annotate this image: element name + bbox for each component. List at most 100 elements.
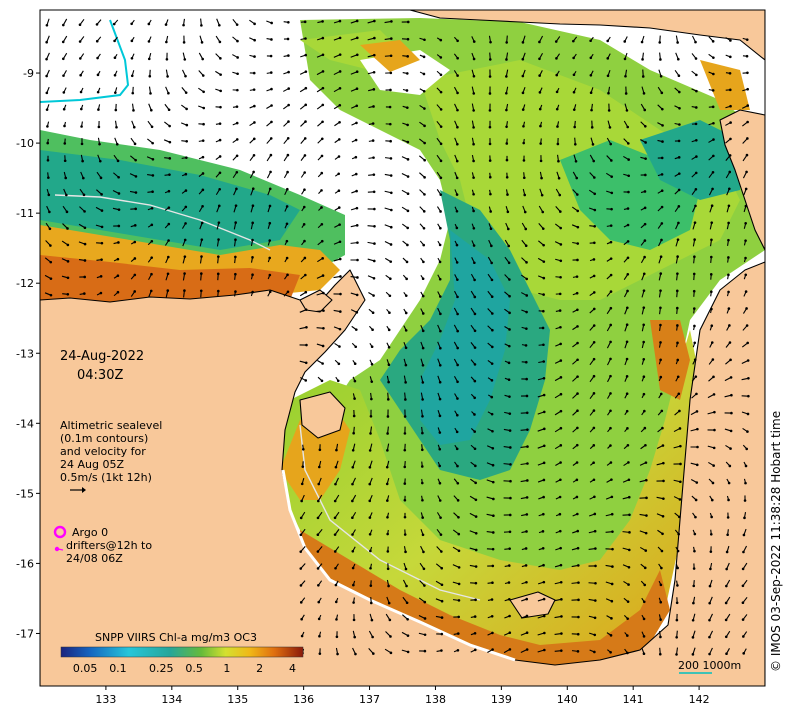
velocity-arrowhead — [609, 257, 613, 260]
velocity-arrowhead — [490, 345, 494, 349]
velocity-arrowhead — [338, 70, 342, 73]
velocity-arrowhead — [695, 392, 698, 396]
velocity-arrowhead — [712, 393, 716, 396]
velocity-arrowhead — [200, 41, 204, 44]
velocity-arrowhead — [609, 374, 612, 378]
velocity-arrowhead — [201, 188, 205, 192]
velocity-arrowhead — [626, 256, 630, 260]
velocity-arrowhead — [45, 23, 49, 27]
velocity-arrowhead — [369, 566, 372, 570]
velocity-arrowhead — [421, 277, 425, 281]
velocity-arrowhead — [406, 634, 410, 637]
velocity-arrowhead — [150, 223, 154, 227]
velocity-arrowhead — [116, 290, 120, 294]
velocity-arrowhead — [661, 444, 665, 447]
velocity-arrowhead — [372, 105, 375, 108]
velocity-arrowhead — [337, 362, 341, 366]
velocity-arrowhead — [236, 88, 239, 92]
velocity-arrowhead — [660, 173, 664, 176]
velocity-arrowhead — [320, 171, 324, 175]
colorbar-tick-label: 0.5 — [185, 662, 203, 675]
velocity-arrowhead — [321, 362, 324, 365]
velocity-arrowhead — [389, 243, 393, 246]
lat-tick-label: -9 — [23, 67, 34, 80]
velocity-arrowhead — [80, 107, 83, 111]
velocity-arrowhead — [559, 210, 562, 213]
velocity-arrowhead — [610, 512, 614, 516]
velocity-arrowhead — [389, 54, 393, 58]
velocity-arrowhead — [320, 137, 324, 141]
velocity-arrowhead — [370, 345, 374, 349]
velocity-arrowhead — [183, 255, 187, 258]
lat-tick-label: -17 — [16, 627, 34, 640]
velocity-arrowhead — [675, 618, 679, 622]
velocity-arrowhead — [234, 204, 238, 207]
velocity-arrowhead — [542, 293, 545, 296]
velocity-arrowhead — [727, 221, 730, 225]
velocity-arrowhead — [406, 37, 410, 41]
velocity-arrowhead — [675, 601, 679, 605]
velocity-arrowhead — [100, 209, 104, 212]
velocity-arrowhead — [387, 601, 391, 605]
velocity-arrowhead — [355, 70, 359, 74]
velocity-arrowhead — [505, 158, 509, 162]
velocity-arrowhead — [609, 142, 613, 146]
velocity-arrowhead — [404, 398, 407, 401]
velocity-arrowhead — [643, 108, 647, 112]
velocity-arrowhead — [100, 258, 103, 261]
velocity-arrowhead — [421, 498, 424, 502]
velocity-arrowhead — [576, 426, 579, 430]
argo-label: Argo 0 — [72, 526, 108, 539]
velocity-arrowhead — [351, 566, 355, 570]
velocity-arrowhead — [79, 73, 82, 77]
velocity-arrowhead — [405, 584, 408, 588]
colorbar-tick-label: 1 — [223, 662, 230, 675]
velocity-arrowhead — [334, 583, 338, 587]
velocity-arrowhead — [456, 91, 459, 95]
velocity-arrowhead — [643, 583, 647, 587]
velocity-arrowhead — [406, 209, 410, 213]
velocity-arrowhead — [184, 74, 187, 78]
velocity-arrowhead — [439, 329, 442, 333]
velocity-arrowhead — [693, 221, 697, 224]
velocity-arrowhead — [709, 567, 712, 571]
velocity-arrowhead — [234, 238, 237, 242]
velocity-arrowhead — [66, 260, 70, 263]
velocity-arrowhead — [438, 243, 442, 247]
velocity-arrowhead — [539, 159, 543, 163]
velocity-arrowhead — [403, 465, 407, 469]
velocity-arrowhead — [406, 140, 410, 144]
velocity-arrowhead — [235, 138, 239, 141]
velocity-arrowhead — [696, 427, 699, 431]
velocity-arrowhead — [63, 159, 67, 163]
velocity-arrowhead — [299, 516, 303, 520]
velocity-arrowhead — [99, 291, 103, 295]
velocity-arrowhead — [421, 431, 424, 435]
velocity-arrowhead — [439, 56, 443, 59]
velocity-arrowhead — [439, 159, 443, 163]
velocity-arrowhead — [747, 394, 750, 398]
velocity-arrowhead — [560, 615, 563, 618]
velocity-arrowhead — [338, 53, 342, 56]
velocity-arrowhead — [422, 260, 425, 264]
velocity-arrowhead — [709, 550, 713, 553]
velocity-arrowhead — [641, 58, 644, 61]
chlorophyll-field — [40, 18, 765, 680]
velocity-arrowhead — [235, 154, 239, 158]
velocity-arrowhead — [219, 89, 222, 93]
velocity-arrowhead — [404, 381, 407, 384]
velocity-arrowhead — [404, 363, 408, 367]
velocity-arrowhead — [710, 221, 714, 224]
velocity-arrowhead — [385, 482, 389, 486]
velocity-arrowhead — [338, 240, 342, 244]
velocity-arrowhead — [474, 565, 478, 568]
velocity-arrowhead — [627, 190, 630, 194]
velocity-arrowhead — [744, 464, 748, 468]
argo-marker-icon — [53, 525, 67, 539]
velocity-arrowhead — [321, 274, 325, 277]
velocity-arrowhead — [710, 307, 713, 311]
velocity-arrowhead — [285, 256, 289, 260]
velocity-arrowhead — [627, 461, 630, 464]
velocity-arrowhead — [525, 648, 529, 651]
